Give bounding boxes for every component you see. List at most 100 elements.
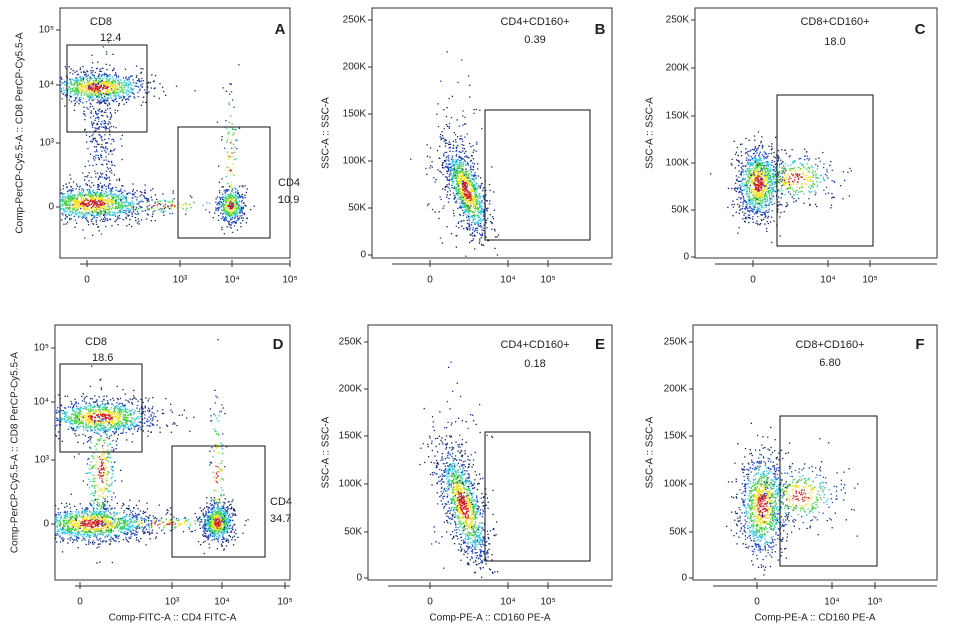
event	[86, 85, 88, 87]
event	[70, 96, 73, 98]
event	[154, 219, 156, 222]
event	[76, 214, 78, 216]
event	[771, 148, 773, 150]
y-tick-label: 0	[360, 250, 366, 261]
event	[740, 180, 742, 182]
event	[102, 172, 104, 175]
event	[752, 163, 754, 165]
event	[82, 215, 84, 217]
event	[63, 193, 65, 195]
event	[470, 159, 473, 161]
event	[95, 91, 97, 93]
event	[426, 204, 429, 206]
event	[93, 81, 95, 83]
event	[88, 172, 90, 174]
event	[118, 204, 120, 206]
event	[745, 207, 747, 209]
event	[735, 182, 737, 184]
event	[240, 217, 243, 219]
event	[235, 206, 237, 208]
event	[96, 85, 98, 88]
event	[226, 200, 228, 202]
event	[752, 218, 754, 220]
event	[473, 179, 475, 181]
event	[459, 162, 461, 164]
event	[447, 186, 449, 188]
event	[123, 91, 125, 93]
event	[56, 202, 57, 203]
event	[87, 221, 89, 223]
event	[235, 220, 237, 222]
event	[101, 136, 103, 138]
event	[49, 214, 50, 215]
event	[460, 201, 462, 203]
plot-frame	[371, 7, 613, 259]
event	[465, 172, 467, 175]
event	[144, 197, 146, 199]
event	[766, 163, 768, 165]
event	[98, 194, 100, 197]
event	[473, 198, 475, 201]
event	[76, 79, 78, 82]
event	[84, 71, 86, 74]
event	[95, 176, 97, 178]
event	[451, 165, 453, 167]
event	[105, 109, 107, 111]
event	[739, 198, 742, 200]
event	[226, 213, 228, 215]
event	[475, 183, 478, 185]
event	[75, 200, 77, 202]
event	[467, 207, 470, 209]
event	[454, 172, 457, 174]
event	[87, 191, 89, 193]
event	[457, 136, 459, 138]
event	[98, 97, 100, 99]
event	[44, 97, 45, 98]
event	[468, 195, 471, 197]
event	[444, 159, 447, 161]
event	[221, 205, 223, 207]
event	[83, 71, 85, 74]
event	[93, 191, 95, 194]
event	[473, 214, 475, 216]
event	[69, 200, 72, 202]
event	[99, 210, 102, 213]
event	[471, 195, 474, 197]
event	[473, 196, 476, 198]
event	[473, 190, 475, 193]
event	[448, 155, 450, 157]
event	[135, 65, 138, 67]
event	[240, 196, 243, 198]
event	[453, 198, 455, 200]
event	[241, 196, 244, 198]
event	[86, 189, 88, 191]
event	[460, 170, 462, 172]
event	[461, 168, 464, 170]
event	[225, 200, 227, 202]
event	[450, 116, 453, 119]
event	[105, 51, 108, 53]
event	[93, 217, 95, 219]
event	[106, 195, 108, 197]
event	[453, 168, 455, 170]
event	[483, 209, 485, 212]
event	[111, 195, 113, 197]
event	[69, 210, 71, 212]
event	[65, 201, 67, 203]
event	[235, 214, 237, 216]
event	[115, 213, 117, 215]
event	[766, 179, 768, 181]
event	[119, 202, 121, 204]
event	[86, 141, 88, 143]
event	[231, 188, 233, 190]
event	[236, 212, 238, 214]
event	[462, 110, 464, 112]
event	[735, 151, 737, 153]
event	[744, 221, 747, 223]
event	[89, 96, 91, 98]
event	[450, 233, 453, 235]
event	[131, 215, 133, 217]
event	[133, 210, 135, 213]
event	[466, 171, 468, 173]
event	[109, 214, 111, 217]
